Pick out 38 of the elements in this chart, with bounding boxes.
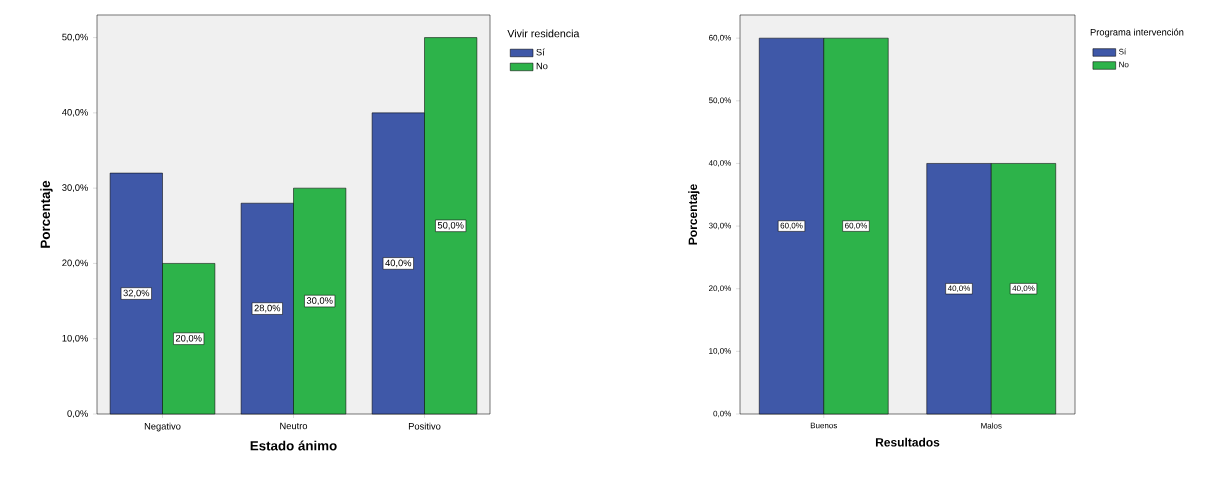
y-tick-label: 0,0% [67,410,88,418]
y-tick-label: 20,0% [62,259,88,268]
y-tick-label: 0,0% [713,410,732,418]
data-label: 60,0% [780,222,803,230]
y-tick-label: 50,0% [62,33,88,42]
x-tick-label: Positivo [408,422,441,430]
x-tick-label: Negativo [144,422,181,432]
x-tick-label: Neutro [280,422,308,430]
y-tick-label: 40,0% [62,109,88,117]
data-label: 30,0% [306,297,333,305]
legend-label: No [536,62,548,70]
legend-label: No [1119,61,1129,68]
y-axis-title: Porcentaje [688,184,700,245]
data-label: 40,0% [947,285,971,293]
y-tick-label: 40,0% [708,160,732,167]
y-tick-label: 30,0% [708,222,732,230]
data-label: 40,0% [385,259,412,268]
y-tick-label: 20,0% [709,285,732,293]
legend-title: Programa intervención [1090,28,1184,38]
data-label: 60,0% [845,222,868,230]
data-label: 50,0% [437,221,464,230]
y-tick-label: 30,0% [62,184,88,192]
legend-label: Sí [536,48,545,56]
data-label: 32,0% [123,289,150,298]
y-tick-label: 10,0% [709,348,732,355]
y-tick-label: 10,0% [62,334,88,343]
x-axis-title: Resultados [875,437,940,447]
y-tick-label: 50,0% [708,97,732,105]
x-axis-title: Estado ánimo [250,440,337,451]
data-label: 20,0% [175,334,202,343]
data-label: 28,0% [254,304,281,313]
legend-label: Sí [1118,48,1127,55]
y-tick-label: 60,0% [709,34,732,42]
x-tick-label: Buenos [810,422,838,429]
data-label: 40,0% [1012,285,1035,293]
legend-title: Vivir residencia [507,29,580,38]
x-tick-label: Malos [981,422,1002,429]
y-axis-title: Porcentaje [40,180,53,248]
